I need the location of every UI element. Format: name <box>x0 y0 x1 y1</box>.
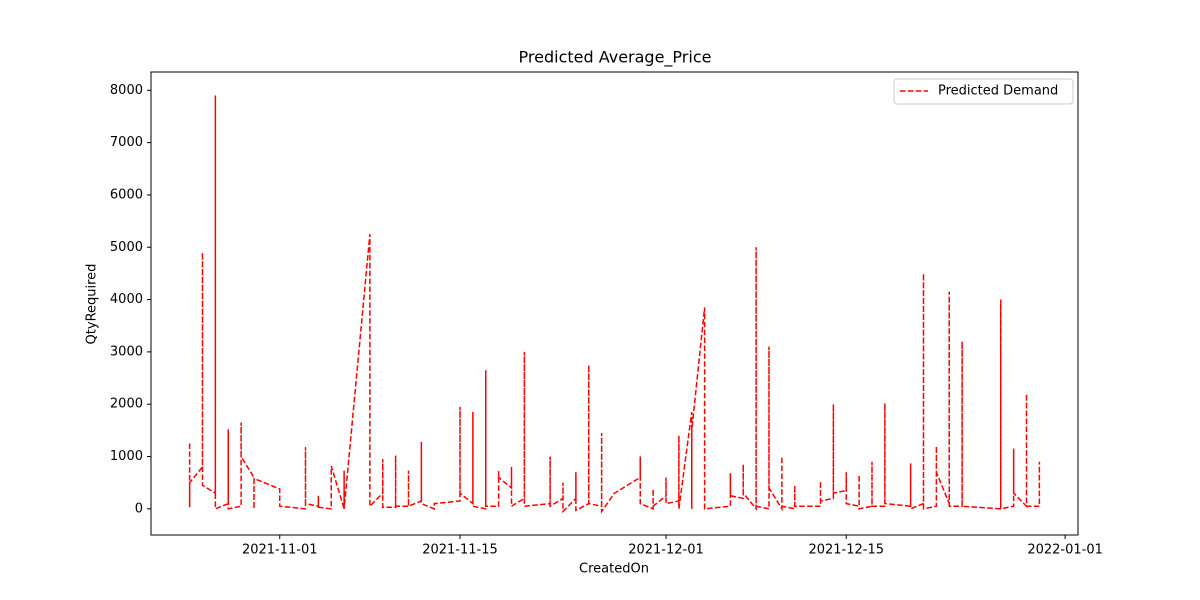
legend-label: Predicted Demand <box>938 84 1058 99</box>
data-line <box>188 95 1041 514</box>
y-tick-label: 0 <box>135 501 143 516</box>
y-tick-label: 6000 <box>110 187 143 202</box>
y-tick-label: 3000 <box>110 344 143 359</box>
x-tick-label: 2022-01-01 <box>1027 543 1103 558</box>
y-tick-label: 8000 <box>110 83 143 98</box>
x-tick-label: 2021-11-15 <box>422 543 498 558</box>
x-tick-label: 2021-11-01 <box>242 543 318 558</box>
y-tick-label: 1000 <box>110 449 143 464</box>
chart-title: Predicted Average_Price <box>519 48 712 68</box>
y-tick-label: 5000 <box>110 240 143 255</box>
plot-area <box>150 71 1079 536</box>
legend-box <box>893 78 1074 105</box>
x-axis-label: CreatedOn <box>579 562 649 577</box>
x-tick-label: 2021-12-01 <box>628 543 704 558</box>
y-tick-label: 4000 <box>110 292 143 307</box>
x-tick-label: 2021-12-15 <box>808 543 884 558</box>
y-tick-label: 2000 <box>110 397 143 412</box>
y-tick-label: 7000 <box>110 135 143 150</box>
y-axis-label: QtyRequired <box>85 264 100 345</box>
